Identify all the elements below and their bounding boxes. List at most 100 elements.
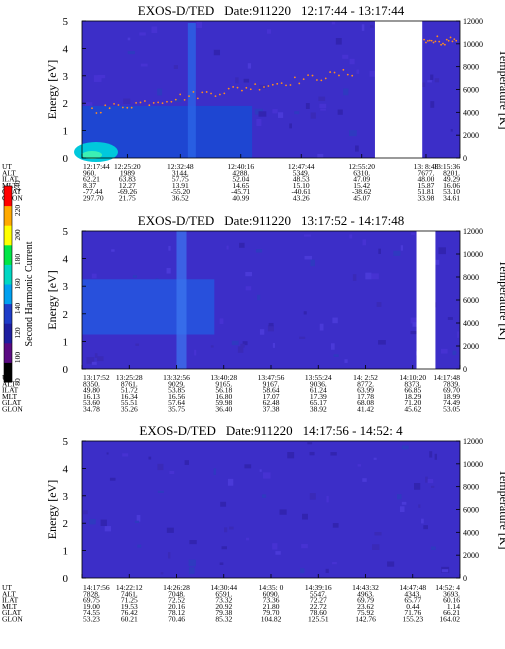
temperature-point [333,71,336,74]
heatmap-cell [89,518,96,525]
temperature-point [121,106,124,109]
heatmap-cell [372,544,380,550]
y2-tick-label: 12000 [463,437,483,446]
table-cell: 13:15:36 [433,162,460,171]
temperature-point [254,83,257,86]
table-row-label: MLT [2,181,18,190]
heatmap-cell [247,63,252,69]
table-cell: 71.25 [121,596,138,605]
table-cell: -40.61 [292,187,312,196]
heatmap-cell [431,546,436,550]
y-tick-label: 5 [63,436,69,448]
heatmap-cell [318,96,326,102]
table-cell: 1989 [120,168,135,177]
heatmap-cell [135,343,140,346]
table-cell: 49.29 [443,175,460,184]
temperature-point [144,100,146,102]
info-table: UTALTILATMLTGLATGLON12:17:44960.62.218.3… [2,162,460,203]
table-cell: 78.12 [168,608,185,617]
heatmap-cell [127,37,131,41]
temperature-point [113,102,115,105]
table-cell: 14:47:48 [399,583,426,592]
heatmap-cell [246,537,250,541]
table-cell: 78.60 [310,608,327,617]
table-cell: -45.71 [231,187,251,196]
table-cell: 7048. [168,589,185,598]
colorbar-tick-label: 80 [13,378,22,386]
heatmap-cell [309,493,316,500]
heatmap-cell [440,348,448,354]
table-cell: 14:43:32 [352,583,379,592]
colorbar-segment [4,323,12,344]
table-cell: 20.92 [215,602,232,611]
heatmap-cell [396,494,402,500]
heatmap-cell [245,286,252,291]
colorbar-frame [3,185,13,383]
temperature-point [218,93,221,96]
heatmap-cell [332,562,337,565]
panel-title: EXOS-D/TED Date:911220 13:17:52 - 14:17:48 [138,213,405,228]
heatmap-cell [213,49,221,56]
temperature-point [232,86,235,88]
heatmap-cell [100,519,107,527]
table-cell: 1.14 [447,602,460,611]
table-cell: 5349. [293,168,310,177]
temperature-point [438,40,441,43]
colorbar-tick-label: 220 [13,205,22,217]
table-cell: 66.21 [443,608,460,617]
table-cell: 13:32:56 [163,373,190,382]
table-row-label: ILAT [2,175,19,184]
table-cell: 53.23 [83,615,100,624]
heatmap-cell [93,75,102,82]
table-cell: 8373. [404,379,421,388]
temperature-point [139,101,142,104]
heatmap-cell [421,518,424,524]
heatmap-cell [267,325,274,332]
y2-axis-label: Temperature [K] [497,260,505,340]
table-cell: -38.62 [352,187,372,196]
heatmap-cell [335,38,342,45]
table-cell: 76.42 [121,608,138,617]
table-cell: 68.08 [357,398,374,407]
heatmap-cell [319,103,327,109]
heatmap-cell [229,526,234,530]
y-axis-label: Energy [eV] [45,270,59,329]
heatmap-cell [400,245,404,251]
temperature-point [426,39,429,42]
heatmap-cell [349,234,353,239]
panel-3: EXOS-D/TED Date:911220 14:17:56 - 14:52: 4… [2,423,505,624]
table-cell: 14:35: 0 [259,583,284,592]
table-cell: 18.99 [443,392,460,401]
heatmap-cell [196,21,203,29]
heatmap-cell [189,539,197,545]
heatmap-cell [139,32,146,36]
heatmap-cell [319,323,324,331]
heatmap-cell [263,472,271,479]
heatmap-cell [427,80,432,83]
heatmap-cell [272,543,278,550]
heatmap-cell [343,88,349,96]
table-cell: 48.53 [293,175,310,184]
temperature-point [126,106,129,109]
table-cell: 8.37 [83,181,96,190]
heatmap-cell [242,341,248,346]
heatmap-cell [399,506,405,512]
colorbar-segment [4,284,12,305]
table-cell: 8761. [121,379,138,388]
table-cell: 164.02 [439,615,460,624]
heatmap-cell [418,504,421,508]
y-tick-label: 2 [63,309,69,321]
table-cell: 45.62 [404,405,421,414]
temperature-point [442,42,444,45]
table-cell: 34.78 [83,405,100,414]
colorbar-segment [4,303,12,324]
table-cell: 9029. [168,379,185,388]
table-cell: 125.51 [308,615,329,624]
temperature-point [135,102,138,104]
y2-tick-label: 8000 [463,63,479,72]
heatmap-cell [237,346,244,353]
colorbar-segment [4,225,12,246]
heatmap-cell [320,108,326,111]
table-cell: 33.98 [418,194,435,203]
table-row-label: GLON [2,405,23,414]
